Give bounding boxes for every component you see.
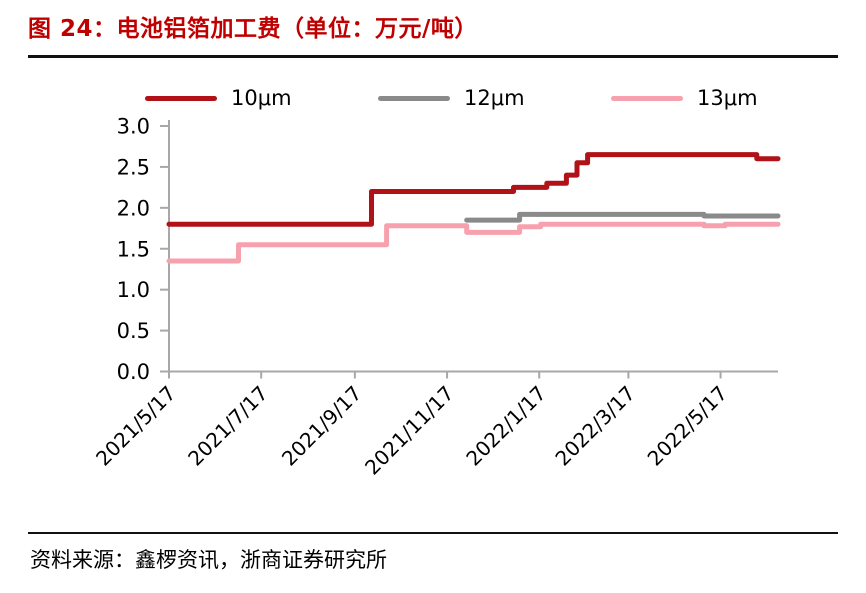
series-group <box>166 152 781 264</box>
series-line-12um <box>464 211 781 223</box>
figure-title: 图 24：电池铝箔加工费（单位：万元/吨） <box>28 16 478 42</box>
axes-group <box>160 120 778 379</box>
legend-item-12um: 12μm <box>378 84 525 112</box>
y-axis-label: 3.0 <box>117 115 150 139</box>
series-line-10um <box>166 152 781 227</box>
x-axis-label: 2022/1/17 <box>461 381 550 470</box>
y-axis-label: 0.5 <box>117 319 150 343</box>
x-axis-label: 2021/5/17 <box>91 381 180 470</box>
x-axis-label: 2021/7/17 <box>183 381 272 470</box>
legend-label-10um: 10μm <box>231 86 292 110</box>
footer-divider <box>28 532 838 534</box>
chart-legend: 10μm 12μm 13μm <box>145 84 825 112</box>
y-axis-label: 2.0 <box>117 196 150 220</box>
series-line-13um <box>166 221 781 264</box>
legend-swatch-13um <box>611 95 683 101</box>
x-axis-label: 2022/5/17 <box>643 381 732 470</box>
title-divider <box>28 55 838 58</box>
y-axis-label: 0.0 <box>117 360 150 384</box>
x-axis-label: 2021/9/17 <box>277 381 366 470</box>
y-axis-label: 1.5 <box>117 237 150 261</box>
y-axis-label: 1.0 <box>117 278 150 302</box>
legend-label-12um: 12μm <box>464 86 525 110</box>
y-axis-label: 2.5 <box>117 155 150 179</box>
legend-swatch-10um <box>145 95 217 101</box>
source-text: 资料来源：鑫椤资讯，浙商证券研究所 <box>30 548 387 572</box>
legend-item-13um: 13μm <box>611 84 758 112</box>
x-axis-label: 2022/3/17 <box>550 381 639 470</box>
x-axis-label: 2021/11/17 <box>360 381 458 479</box>
legend-item-10um: 10μm <box>145 84 292 112</box>
legend-swatch-12um <box>378 95 450 101</box>
legend-label-13um: 13μm <box>697 86 758 110</box>
